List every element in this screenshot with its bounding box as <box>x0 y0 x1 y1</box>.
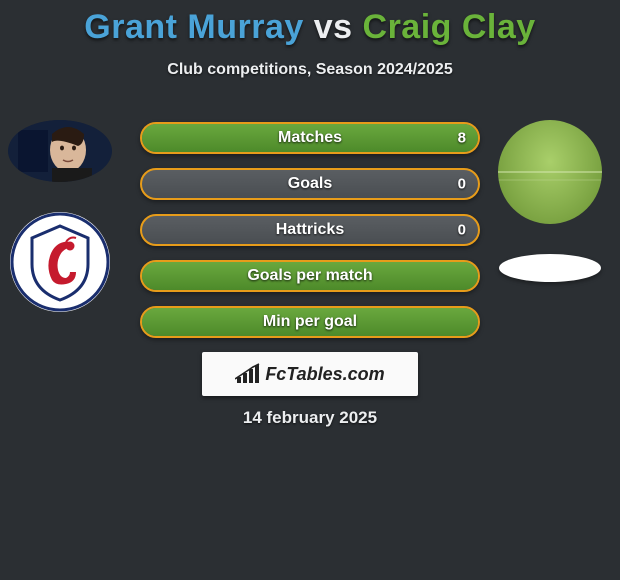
stat-row: Min per goal <box>140 306 480 338</box>
crest-icon <box>10 212 110 312</box>
stat-row: Goals 0 <box>140 168 480 200</box>
chart-bars-icon <box>235 363 261 385</box>
stat-label: Hattricks <box>142 221 478 239</box>
title-right-name: Craig Clay <box>363 8 536 46</box>
stat-right-value: 0 <box>458 176 466 193</box>
stats-list: Matches 8 Goals 0 Hattricks 0 Goals per … <box>140 122 480 338</box>
stat-label: Matches <box>142 129 478 147</box>
stat-label: Goals per match <box>142 267 478 285</box>
stat-right-value: 0 <box>458 222 466 239</box>
left-player-photo <box>8 120 112 182</box>
right-player-photo <box>498 120 602 224</box>
stat-row: Hattricks 0 <box>140 214 480 246</box>
subtitle: Club competitions, Season 2024/2025 <box>0 61 620 79</box>
right-club-crest <box>499 254 601 282</box>
title-left-name: Grant Murray <box>84 8 304 46</box>
field-lines-icon <box>498 120 602 224</box>
page-title: Grant Murray vs Craig Clay <box>0 0 620 47</box>
left-club-crest <box>10 212 110 312</box>
stat-row: Goals per match <box>140 260 480 292</box>
player-face-icon <box>8 120 112 182</box>
date-text: 14 february 2025 <box>0 408 620 428</box>
right-avatars <box>498 120 602 282</box>
stat-label: Goals <box>142 175 478 193</box>
stat-row: Matches 8 <box>140 122 480 154</box>
brand-box[interactable]: FcTables.com <box>202 352 418 396</box>
title-vs: vs <box>314 8 363 46</box>
stat-right-value: 8 <box>458 130 466 147</box>
left-avatars <box>8 120 112 312</box>
brand-text: FcTables.com <box>265 364 384 385</box>
stat-label: Min per goal <box>142 313 478 331</box>
